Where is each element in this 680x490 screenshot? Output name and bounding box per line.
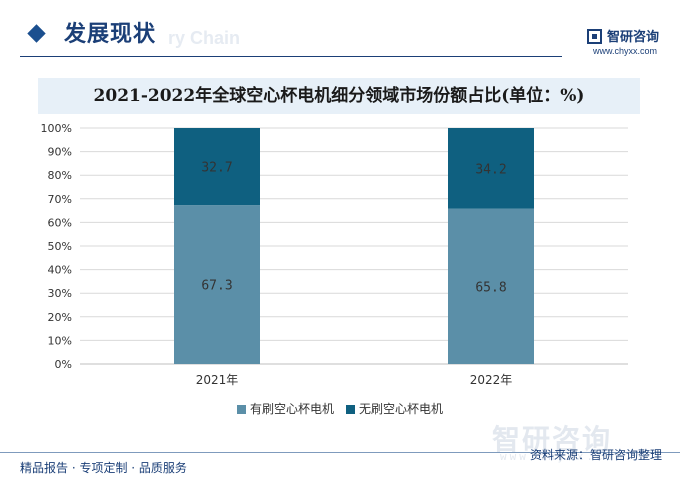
bar-segment — [448, 208, 534, 364]
data-label: 67.3 — [201, 279, 232, 294]
chart-legend: 有刷空心杯电机 无刷空心杯电机 — [0, 400, 680, 420]
brand-name: 智研咨询 — [607, 30, 660, 45]
legend-item: 无刷空心杯电机 — [346, 400, 443, 417]
chart-title-bar: 2021-2022年全球空心杯电机细分领域市场份额占比(单位：%) — [38, 78, 640, 114]
bar-segment — [174, 128, 260, 206]
logo-icon — [587, 29, 602, 44]
y-tick-label: 70% — [48, 193, 72, 206]
x-tick-label: 2021年 — [196, 373, 239, 387]
y-tick-label: 80% — [48, 169, 72, 182]
y-tick-label: 60% — [48, 216, 72, 229]
bar-segment — [448, 128, 534, 209]
data-label: 65.8 — [475, 280, 506, 295]
y-tick-label: 90% — [48, 146, 72, 159]
y-tick-label: 30% — [48, 287, 72, 300]
y-tick-label: 0% — [55, 358, 72, 371]
section-title: 发展现状 — [64, 22, 157, 47]
section-watermark: ry Chain — [168, 28, 241, 48]
header: ry Chain 发展现状 智研咨询 www.chyxx.com — [0, 0, 680, 60]
footer-divider — [0, 452, 680, 453]
brand-logo: 智研咨询 www.chyxx.com — [587, 26, 667, 56]
legend-label: 无刷空心杯电机 — [359, 402, 444, 416]
header-divider — [20, 56, 562, 57]
y-tick-label: 10% — [48, 334, 72, 347]
y-tick-label: 40% — [48, 264, 72, 277]
y-tick-label: 100% — [41, 122, 72, 135]
x-tick-label: 2022年 — [470, 373, 513, 387]
legend-item: 有刷空心杯电机 — [236, 400, 334, 417]
legend-swatch — [236, 405, 246, 414]
legend-label: 有刷空心杯电机 — [249, 402, 334, 416]
data-source: 资料来源：智研咨询整理 — [529, 448, 662, 462]
bar-segment — [174, 205, 260, 364]
footer-watermark-url: www.chyxx.com — [500, 452, 625, 464]
data-label: 32.7 — [201, 161, 232, 176]
brand-url: www.chyxx.com — [593, 46, 658, 56]
y-tick-label: 50% — [48, 240, 72, 253]
stacked-bar-chart: 0% 10% 20% 30% 40% 50% 60% 70% 80% 90% 100% 67.3 32.… — [41, 122, 628, 387]
footer-watermark: 智研咨询 — [492, 423, 613, 456]
chart-title: 2021-2022年全球空心杯电机细分领域市场份额占比(单位：%) — [93, 86, 585, 106]
y-tick-label: 20% — [48, 311, 72, 324]
data-label: 34.2 — [475, 162, 506, 177]
footer-slogan: 精品报告 · 专项定制 · 品质服务 — [20, 461, 187, 475]
legend-swatch — [346, 405, 355, 414]
